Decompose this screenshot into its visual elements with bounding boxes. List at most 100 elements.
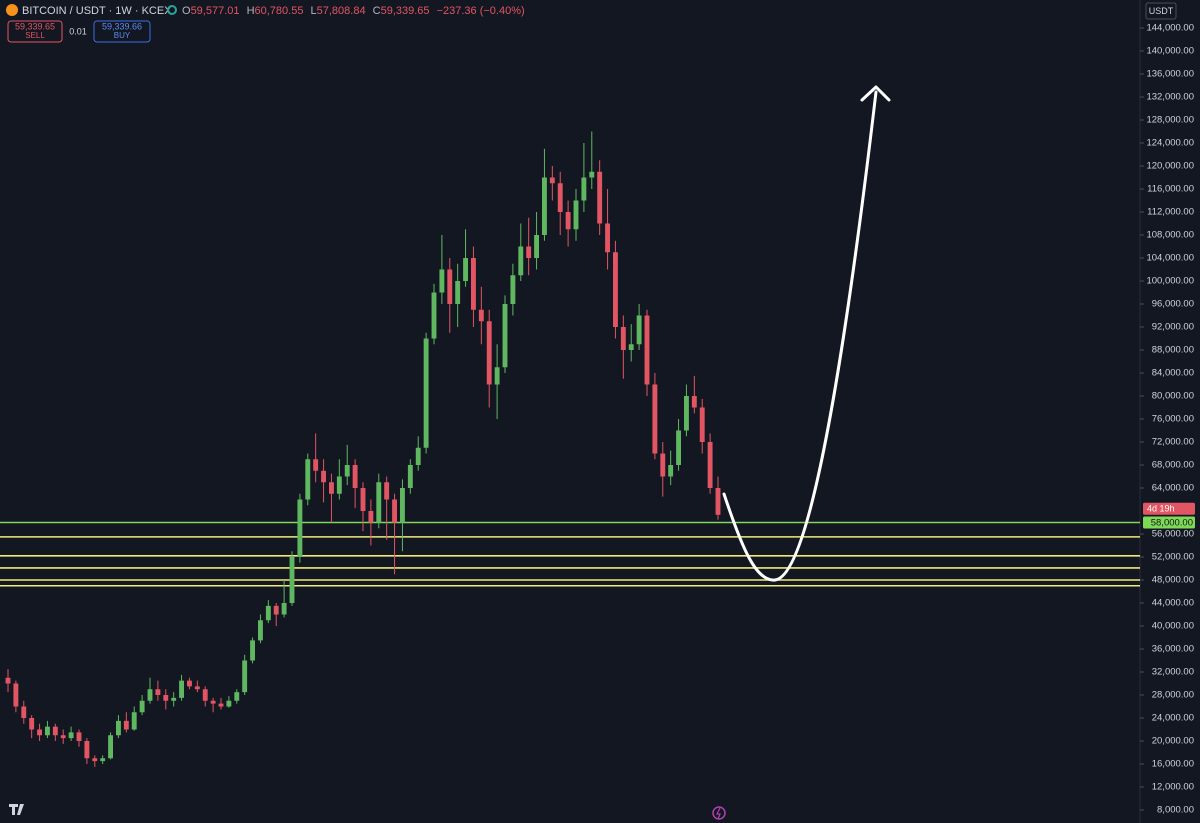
- y-tick-label: 56,000.00: [1152, 529, 1194, 540]
- candle-body: [447, 269, 453, 305]
- candle-body: [549, 177, 555, 184]
- low-value: 57,808.84: [317, 5, 366, 17]
- candle-body: [494, 367, 500, 385]
- candle-body: [597, 171, 603, 224]
- candle-body: [76, 732, 82, 741]
- candle-body: [210, 700, 216, 704]
- y-tick-label: 16,000.00: [1152, 759, 1194, 770]
- candle-body: [242, 660, 248, 693]
- candle-body: [668, 465, 674, 477]
- candle-body: [699, 407, 705, 443]
- candle-body: [360, 488, 366, 512]
- candle-body: [644, 315, 650, 385]
- y-tick-label: 96,000.00: [1152, 299, 1194, 310]
- status-dot: [167, 5, 177, 15]
- candle-body: [691, 396, 697, 408]
- level-tag: [1143, 516, 1195, 529]
- y-tick-label: 84,000.00: [1152, 368, 1194, 379]
- candle-body: [186, 680, 192, 687]
- candle-body: [415, 447, 421, 466]
- level-tag-label: 58,000.00: [1151, 518, 1193, 529]
- countdown: 4d 19h: [1147, 504, 1175, 514]
- high-value: 60,780.55: [255, 5, 304, 17]
- candle-body: [108, 735, 114, 759]
- open-value: 59,577.01: [191, 5, 240, 17]
- candle-body: [526, 246, 532, 259]
- candle-body: [313, 459, 319, 471]
- candle-body: [115, 720, 121, 736]
- candle-body: [581, 177, 587, 201]
- y-tick-label: 48,000.00: [1152, 575, 1194, 586]
- candle-body: [226, 700, 232, 707]
- sell-button[interactable]: [7, 20, 63, 43]
- y-tick-label: 132,000.00: [1146, 92, 1194, 103]
- candle-body: [100, 758, 106, 762]
- price-axis: 8,000.00 12,000.00 16,000.00 20,000.00 24,00…: [1140, 23, 1195, 816]
- candle-body: [131, 712, 137, 730]
- candle-body: [273, 605, 279, 615]
- candle-body: [265, 605, 271, 621]
- candle-body: [676, 430, 682, 466]
- lightning-bolt: [716, 807, 721, 820]
- candle-body: [5, 677, 11, 684]
- buy-price: 59,339.66: [102, 21, 142, 31]
- candle-body: [423, 338, 429, 448]
- candle-body: [652, 384, 658, 454]
- candle-body: [13, 683, 19, 707]
- candle-body: [218, 703, 224, 707]
- candle-body: [297, 499, 303, 558]
- y-tick-label: 128,000.00: [1146, 115, 1194, 126]
- candle-body: [257, 620, 263, 641]
- candle-body: [305, 459, 311, 500]
- y-tick-label: 64,000.00: [1152, 483, 1194, 494]
- candle-body: [44, 726, 50, 736]
- candle-body: [281, 603, 287, 615]
- candle-body: [336, 476, 342, 494]
- y-tick-label: 100,000.00: [1146, 276, 1194, 287]
- candle-body: [171, 697, 177, 701]
- symbol: BITCOIN / USDT · 1W · KCEX: [22, 5, 172, 17]
- candle-body: [683, 396, 689, 431]
- candle-body: [60, 735, 66, 739]
- tv-logo: [9, 804, 24, 815]
- candle-body: [202, 689, 208, 701]
- y-tick-label: 68,000.00: [1152, 460, 1194, 471]
- candle-body: [139, 700, 145, 713]
- candle-body: [612, 252, 618, 328]
- y-tick-label: 120,000.00: [1146, 161, 1194, 172]
- y-tick-label: 108,000.00: [1146, 230, 1194, 241]
- y-tick-label: 104,000.00: [1146, 253, 1194, 264]
- candle-body: [179, 680, 185, 698]
- lightning-icon[interactable]: [712, 806, 726, 820]
- candle-body: [565, 212, 571, 230]
- candle-body: [352, 465, 358, 489]
- open-label: O: [182, 5, 191, 17]
- currency-box[interactable]: [1145, 2, 1177, 20]
- y-tick-label: 8,000.00: [1157, 805, 1194, 816]
- y-tick-label: 20,000.00: [1152, 736, 1194, 747]
- candle-body: [470, 258, 476, 310]
- candle-body: [431, 292, 437, 339]
- candle-body: [328, 482, 334, 494]
- quantity: 0.01: [69, 26, 87, 36]
- y-tick-label: 80,000.00: [1152, 391, 1194, 402]
- y-tick-label: 44,000.00: [1152, 598, 1194, 609]
- candle-body: [52, 726, 58, 736]
- candle-body: [155, 689, 161, 695]
- candle-body: [344, 465, 350, 477]
- candle-body: [439, 269, 445, 293]
- candle-body: [557, 183, 563, 213]
- currency: USDT: [1149, 6, 1174, 16]
- y-tick-label: 12,000.00: [1152, 782, 1194, 793]
- candle-body: [518, 246, 524, 276]
- buy-button[interactable]: [93, 20, 151, 43]
- candle-body: [628, 344, 634, 351]
- candle-body: [541, 177, 547, 236]
- candle-body: [234, 692, 240, 701]
- candle-body: [250, 640, 256, 661]
- candle-body: [368, 511, 374, 523]
- candle-body: [407, 465, 413, 489]
- candle-body: [123, 720, 129, 730]
- y-tick-label: 40,000.00: [1152, 621, 1194, 632]
